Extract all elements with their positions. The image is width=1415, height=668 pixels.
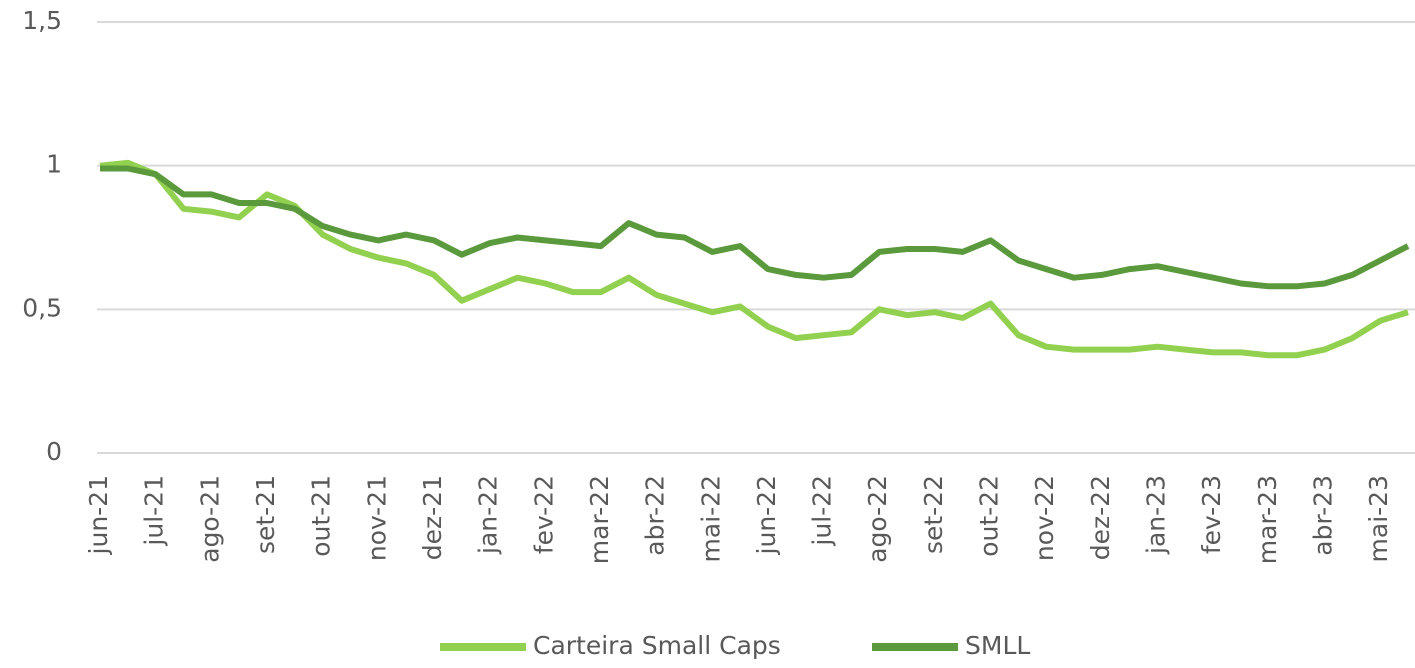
x-tick-label: fev-23 <box>1197 475 1226 554</box>
x-tick-label: nov-21 <box>362 475 391 561</box>
y-tick-label: 0,5 <box>22 293 62 322</box>
legend-label: SMLL <box>965 631 1030 660</box>
y-tick-label: 0 <box>46 437 62 466</box>
x-tick-label: mai-22 <box>696 475 725 562</box>
x-tick-label: jun-22 <box>752 475 781 555</box>
x-tick-label: nov-22 <box>1030 475 1059 561</box>
x-tick-label: mar-22 <box>585 475 614 564</box>
x-tick-label: ago-22 <box>863 475 892 563</box>
x-tick-label: set-22 <box>919 475 948 554</box>
x-tick-label: jan-22 <box>474 475 503 555</box>
x-tick-label: set-21 <box>251 475 280 554</box>
x-tick-label: mai-23 <box>1364 475 1393 562</box>
series-line <box>100 165 1410 290</box>
x-tick-label: out-22 <box>975 475 1004 557</box>
x-tick-label: jan-23 <box>1142 475 1171 555</box>
x-tick-label: jun-21 <box>84 475 113 555</box>
x-tick-label: jul-22 <box>808 475 837 547</box>
x-tick-label: mar-23 <box>1253 475 1282 564</box>
x-tick-label: ago-21 <box>195 475 224 563</box>
x-tick-label: out-21 <box>307 475 336 557</box>
y-tick-label: 1,5 <box>22 6 62 35</box>
x-tick-label: abr-22 <box>641 475 670 556</box>
legend-label: Carteira Small Caps <box>533 631 781 660</box>
series-line <box>99 159 1409 359</box>
x-tick-label: fev-22 <box>529 475 558 554</box>
x-tick-label: dez-22 <box>1086 475 1115 560</box>
x-tick-label: jul-21 <box>140 475 169 547</box>
x-tick-label: dez-21 <box>418 475 447 560</box>
y-tick-label: 1 <box>46 150 62 179</box>
x-tick-label: abr-23 <box>1309 475 1338 556</box>
